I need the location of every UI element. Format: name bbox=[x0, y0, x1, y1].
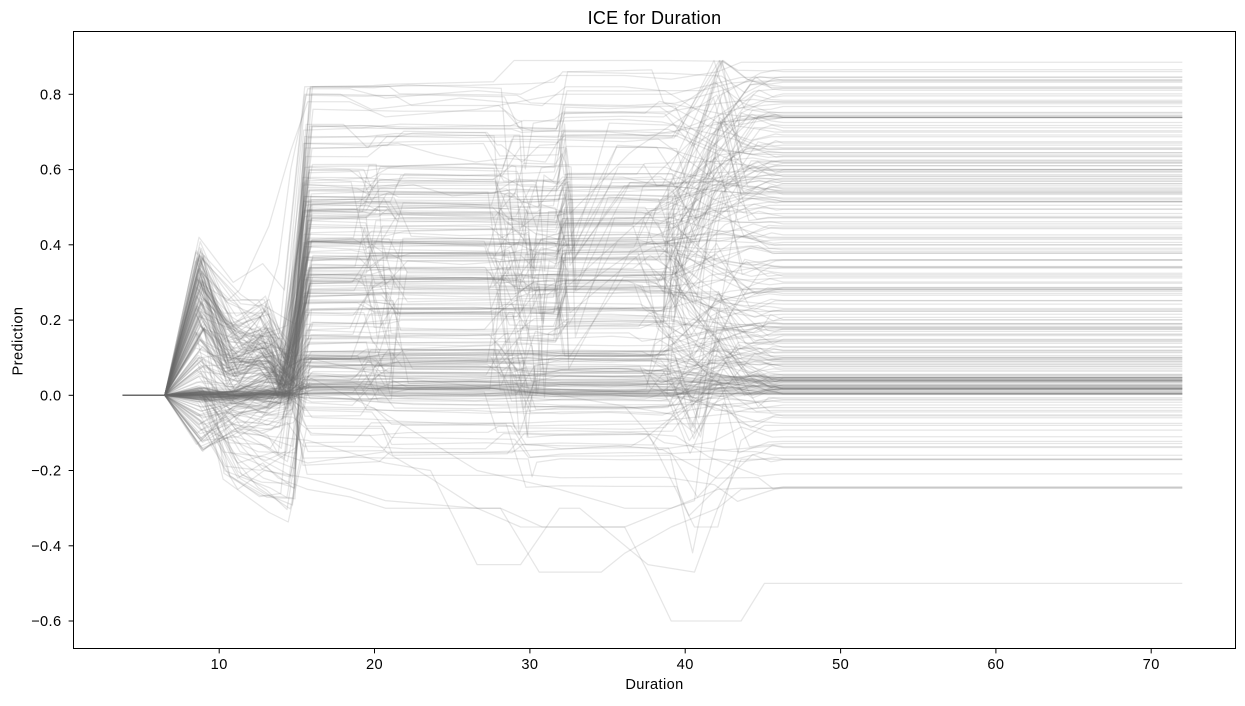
svg-text:0.0: 0.0 bbox=[40, 388, 62, 404]
svg-text:0.2: 0.2 bbox=[40, 313, 62, 329]
svg-text:70: 70 bbox=[1143, 657, 1160, 673]
svg-text:30: 30 bbox=[521, 657, 538, 673]
svg-text:Duration: Duration bbox=[625, 677, 683, 693]
svg-text:50: 50 bbox=[832, 657, 849, 673]
svg-text:−0.6: −0.6 bbox=[31, 614, 61, 630]
svg-text:20: 20 bbox=[366, 657, 383, 673]
svg-text:0.8: 0.8 bbox=[40, 87, 62, 103]
svg-text:−0.2: −0.2 bbox=[31, 464, 61, 480]
svg-text:−0.4: −0.4 bbox=[31, 539, 61, 555]
svg-text:10: 10 bbox=[211, 657, 228, 673]
svg-text:40: 40 bbox=[677, 657, 694, 673]
svg-text:ICE for Duration: ICE for Duration bbox=[588, 8, 722, 28]
svg-text:Prediction: Prediction bbox=[11, 307, 27, 376]
svg-text:60: 60 bbox=[987, 657, 1004, 673]
svg-text:0.4: 0.4 bbox=[40, 238, 62, 254]
svg-text:0.6: 0.6 bbox=[40, 163, 62, 179]
